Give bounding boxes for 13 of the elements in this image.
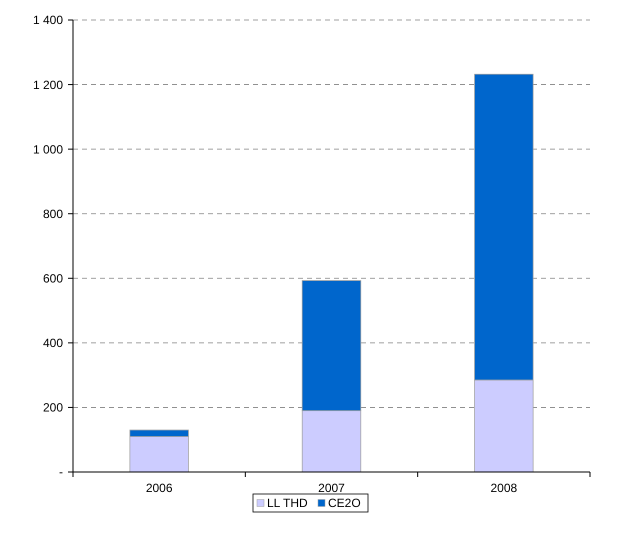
x-tick-label: 2008	[490, 481, 518, 495]
legend-label: LL THD	[267, 496, 308, 510]
legend-label: CE2O	[328, 496, 361, 510]
y-tick-label: 400	[42, 336, 64, 350]
y-tick-label: 800	[42, 206, 64, 221]
y-tick-label: -	[59, 465, 63, 480]
y-tick-label: 600	[42, 271, 64, 286]
x-tick-label: 2007	[318, 481, 346, 495]
y-tick-label: 1 400	[32, 13, 64, 28]
y-tick-label: 200	[42, 400, 64, 415]
y-tick-label: 1 000	[32, 142, 64, 156]
y-tick-label: 1 200	[32, 78, 64, 92]
x-tick-label: 2006	[146, 481, 173, 495]
